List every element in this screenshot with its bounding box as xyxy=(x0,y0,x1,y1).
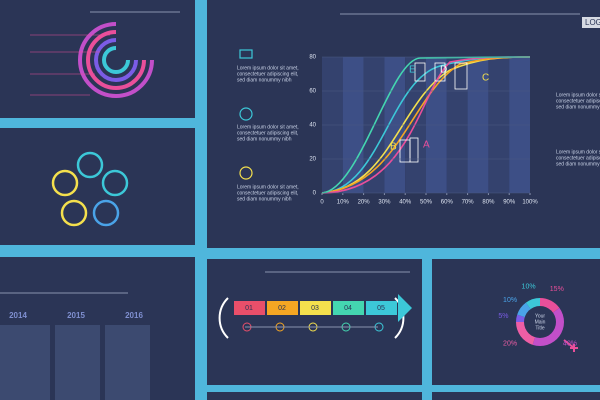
step xyxy=(333,301,364,315)
curve-label: E xyxy=(409,65,416,76)
step xyxy=(234,301,265,315)
female-symbol xyxy=(563,339,578,352)
cycle-arrow xyxy=(218,297,229,339)
step xyxy=(267,301,298,315)
x-tick-label: 40% xyxy=(399,200,412,206)
donut-label: 10% xyxy=(522,284,536,291)
x-tick-label: 30% xyxy=(378,200,391,206)
donut-center: Main xyxy=(535,319,546,325)
y-tick-label: 0 xyxy=(313,191,317,197)
note-line: Lorem ipsum dolor sit amet, xyxy=(237,65,299,71)
note-line: consectetuer adipiscing elit, xyxy=(237,130,298,136)
step-number: 01 xyxy=(245,305,253,312)
note-line: consectetuer adipiscing elit, xyxy=(556,98,600,104)
step-number: 05 xyxy=(377,305,385,312)
curve-label: C xyxy=(482,73,489,84)
x-tick-label: 10% xyxy=(337,200,350,206)
donut-label: 5% xyxy=(498,313,508,320)
y-tick-label: 20 xyxy=(309,157,316,163)
donut-label: 20% xyxy=(503,341,517,348)
note-line: Lorem ipsum dolor sit amet, xyxy=(556,149,600,155)
donut-center: Title xyxy=(535,325,544,331)
year: 2014 xyxy=(9,311,27,320)
step-number: 03 xyxy=(311,305,319,312)
x-tick-label: 50% xyxy=(420,200,433,206)
x-tick-label: 100% xyxy=(522,200,538,206)
donut-label: 15% xyxy=(550,286,564,293)
year: 2015 xyxy=(67,311,85,320)
donut-label: 40% xyxy=(563,341,577,348)
year: 2016 xyxy=(125,311,143,320)
timeline-columns xyxy=(0,325,150,400)
donut-label: 10% xyxy=(503,297,517,304)
note-line: consectetuer adipiscing elit, xyxy=(556,155,600,161)
note-line: sed diam nonummy nibh xyxy=(237,77,292,83)
y-tick-label: 40 xyxy=(309,123,316,129)
note-line: sed diam nonummy nibh xyxy=(237,136,292,142)
arc-decoration xyxy=(78,22,154,98)
x-tick-label: 70% xyxy=(462,200,475,206)
curve-label: A xyxy=(423,140,430,151)
cluster-icons xyxy=(51,151,129,227)
step-number: 04 xyxy=(344,305,352,312)
arrow-head xyxy=(398,294,412,322)
slide xyxy=(0,128,195,245)
step-number: 02 xyxy=(278,305,286,312)
note-line: Lorem ipsum dolor sit amet, xyxy=(237,124,299,130)
leader-lines xyxy=(30,34,110,96)
curve-label: D xyxy=(440,65,447,76)
note-line: sed diam nonummy nibh xyxy=(556,104,600,110)
slide xyxy=(207,392,422,400)
step xyxy=(300,301,331,315)
x-tick-label: 60% xyxy=(441,200,454,206)
note-icons xyxy=(239,49,253,180)
x-tick-label: 90% xyxy=(503,200,516,206)
x-tick-label: 80% xyxy=(482,200,495,206)
logo: LOGOT xyxy=(585,18,600,27)
y-tick-label: 80 xyxy=(309,55,316,61)
note-line: Lorem ipsum dolor sit amet, xyxy=(556,92,600,98)
x-tick-label: 20% xyxy=(358,200,371,206)
note-line: sed diam nonummy nibh xyxy=(237,196,292,202)
note-line: sed diam nonummy nibh xyxy=(556,161,600,167)
note-line: consectetuer adipiscing elit, xyxy=(237,71,298,77)
note-line: consectetuer adipiscing elit, xyxy=(237,190,298,196)
x-tick-label: 0 xyxy=(320,200,324,206)
slide xyxy=(432,392,600,400)
y-tick-label: 60 xyxy=(309,89,316,95)
slide xyxy=(207,259,422,385)
donut-hole xyxy=(524,306,556,338)
logo-box xyxy=(582,17,600,28)
donut-center: Your xyxy=(535,313,545,319)
curve-label: B xyxy=(390,142,397,153)
note-line: Lorem ipsum dolor sit amet, xyxy=(237,184,299,190)
step xyxy=(366,301,397,315)
range-boxes xyxy=(399,62,468,163)
